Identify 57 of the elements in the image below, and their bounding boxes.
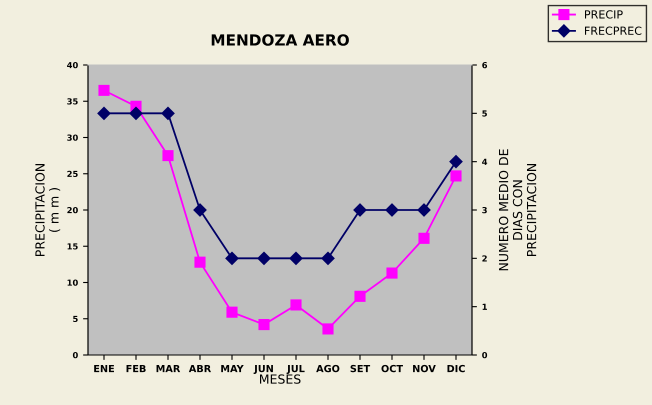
point <box>385 203 399 217</box>
x-tick-label: JUL <box>286 365 305 374</box>
y2-tick-label: 2 <box>482 255 487 262</box>
y-axis-title: PRECIPITACION ( m m ) <box>35 164 60 256</box>
chart-title: MENDOZA AERO <box>212 34 349 46</box>
point <box>353 203 367 217</box>
y-tick-label: 40 <box>67 62 78 68</box>
x-tick-label: NOV <box>413 364 436 372</box>
x-axis-title: MESES <box>260 374 301 384</box>
point <box>321 252 335 265</box>
point <box>129 106 143 120</box>
point <box>97 106 111 120</box>
y-tick-label: 25 <box>67 170 78 178</box>
point <box>257 252 271 265</box>
point <box>226 306 238 318</box>
x-tick-label: ABR <box>188 365 212 372</box>
legend-label: FRECPREC <box>585 26 642 35</box>
y2-tick-label: 3 <box>482 206 487 214</box>
point <box>258 318 270 330</box>
y-tick-label: 10 <box>68 279 78 286</box>
y-tick-label: 35 <box>67 98 78 105</box>
point <box>449 155 463 168</box>
point <box>225 252 239 265</box>
point <box>386 268 398 279</box>
y2-axis-title: NUMERO MEDIO DE DIAS CON PRECIPITACION <box>498 149 536 270</box>
y2-tick-label: 5 <box>482 110 487 117</box>
y2-tick-label: 6 <box>482 62 488 68</box>
point <box>193 203 207 217</box>
x-tick-label: DIC <box>447 364 465 372</box>
y-tick-label: 5 <box>73 316 78 322</box>
y-tick-label: 20 <box>67 206 78 214</box>
point <box>289 252 303 265</box>
point <box>417 203 431 217</box>
y2-tick-label: 4 <box>482 158 488 165</box>
x-tick-label: MAY <box>221 365 244 372</box>
y2-tick-label: 1 <box>482 304 487 310</box>
y2-tick-label: 0 <box>482 352 488 358</box>
x-tick-label: SET <box>350 364 370 372</box>
x-tick-label: ENE <box>94 365 114 372</box>
point <box>290 299 302 311</box>
y-tick-label: 30 <box>67 134 78 141</box>
x-tick-label: JUN <box>254 365 273 374</box>
point <box>418 232 430 244</box>
point <box>98 84 110 96</box>
point <box>161 106 175 120</box>
y-tick-label: 0 <box>72 352 78 358</box>
x-tick-label: OCT <box>381 364 403 372</box>
point <box>162 150 174 162</box>
x-tick-label: AGO <box>316 364 340 372</box>
point <box>354 290 366 302</box>
x-tick-label: MAR <box>156 365 180 372</box>
point <box>322 323 334 334</box>
x-tick-label: FEB <box>126 365 146 372</box>
point <box>450 170 462 182</box>
point <box>194 256 206 268</box>
y-tick-label: 15 <box>68 243 78 250</box>
legend-label: PRECIP <box>585 10 623 19</box>
